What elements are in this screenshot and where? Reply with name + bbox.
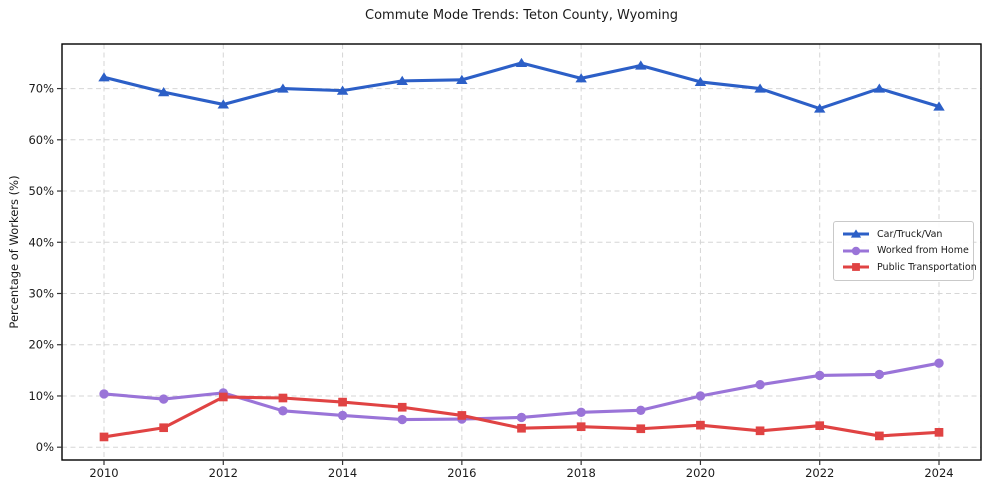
series-public-transportation (99, 392, 944, 442)
square-marker-icon (815, 421, 825, 431)
legend-item-public-transportation: Public Transportation (842, 259, 977, 276)
x-tick-label: 2012 (209, 466, 238, 480)
x-tick-label: 2010 (89, 466, 118, 480)
square-marker-icon (636, 424, 646, 434)
y-tick-label: 0% (36, 440, 54, 454)
circle-marker-icon (576, 407, 586, 418)
axes-spines (61, 43, 982, 461)
circle-marker-icon (934, 358, 944, 368)
x-tick-label: 2018 (567, 466, 596, 480)
x-tick-label: 2022 (805, 466, 834, 480)
triangle-marker-icon (277, 83, 289, 93)
x-tick-label: 2016 (447, 466, 476, 480)
circle-marker-icon (874, 369, 885, 380)
triangle-marker-icon (694, 76, 707, 86)
triangle-marker-icon (98, 72, 110, 82)
square-marker-icon (159, 423, 168, 433)
square-marker-icon (696, 420, 705, 430)
line-circle-marker-icon (843, 246, 869, 255)
triangle-marker-icon (217, 99, 229, 109)
line-square-marker-icon (843, 263, 869, 272)
circle-marker-icon (851, 246, 861, 255)
legend-item-car-truck-van: Car/Truck/Van (842, 226, 965, 243)
series-line-worked-from-home (102, 361, 941, 422)
triangle-marker-icon (396, 75, 408, 85)
x-tick-label: 2024 (924, 466, 953, 480)
triangle-marker-icon (515, 57, 528, 68)
x-tick-label: 2014 (328, 466, 357, 480)
square-marker-icon (934, 427, 944, 437)
chart-title: Commute Mode Trends: Teton County, Wyomi… (365, 8, 678, 23)
triangle-marker-icon (635, 60, 647, 70)
y-tick-label: 40% (28, 235, 54, 249)
legend-item-worked-from-home: Worked from Home (842, 243, 969, 260)
circle-marker-icon (516, 412, 527, 423)
legend: Car/Truck/Van Worked from Home Public Tr… (833, 221, 977, 281)
circle-marker-icon (636, 405, 646, 415)
square-marker-icon (99, 432, 109, 442)
square-marker-icon (517, 423, 526, 433)
legend-label-worked-from-home: Worked from Home (877, 245, 969, 257)
triangle-marker-icon (575, 73, 587, 83)
triangle-marker-icon (933, 101, 945, 111)
circle-marker-icon (99, 389, 109, 399)
line-triangle-marker-icon (843, 229, 869, 238)
series-car-truck-van (98, 57, 945, 113)
circle-marker-icon (278, 406, 288, 416)
circle-marker-icon (158, 394, 169, 404)
y-tick-label: 10% (28, 389, 54, 403)
gridlines (62, 44, 981, 460)
y-tick-label: 70% (28, 82, 54, 96)
axis-ticks: 0% 10% 20% 30% 40% 50% 60% 70% 2010 2012 2014 2016 2… (28, 82, 953, 480)
square-marker-icon (397, 402, 407, 412)
legend-label-public-transportation: Public Transportation (877, 261, 977, 273)
triangle-marker-icon (336, 85, 349, 95)
circle-marker-icon (755, 379, 765, 390)
y-tick-label: 30% (28, 286, 54, 300)
square-marker-icon (852, 263, 860, 272)
square-marker-icon (576, 422, 586, 432)
circle-marker-icon (397, 414, 407, 425)
triangle-marker-icon (850, 229, 862, 238)
triangle-marker-icon (873, 83, 886, 93)
triangle-marker-icon (456, 74, 468, 84)
y-tick-label: 20% (28, 338, 54, 352)
y-tick-label: 50% (28, 184, 54, 198)
square-marker-icon (457, 411, 467, 420)
square-marker-icon (338, 397, 347, 407)
circle-marker-icon (815, 370, 825, 381)
x-tick-label: 2020 (686, 466, 715, 480)
square-marker-icon (218, 392, 228, 402)
circle-marker-icon (337, 410, 348, 421)
triangle-marker-icon (814, 103, 826, 113)
triangle-marker-icon (157, 87, 170, 97)
legend-label-car-truck-van: Car/Truck/Van (877, 228, 943, 240)
square-marker-icon (755, 426, 765, 436)
square-marker-icon (278, 393, 288, 403)
y-tick-label: 60% (28, 133, 54, 147)
circle-marker-icon (695, 391, 706, 401)
series-worked-from-home (99, 358, 944, 425)
triangle-marker-icon (754, 83, 766, 93)
series-line-car-truck-van (102, 61, 941, 111)
square-marker-icon (875, 431, 884, 441)
